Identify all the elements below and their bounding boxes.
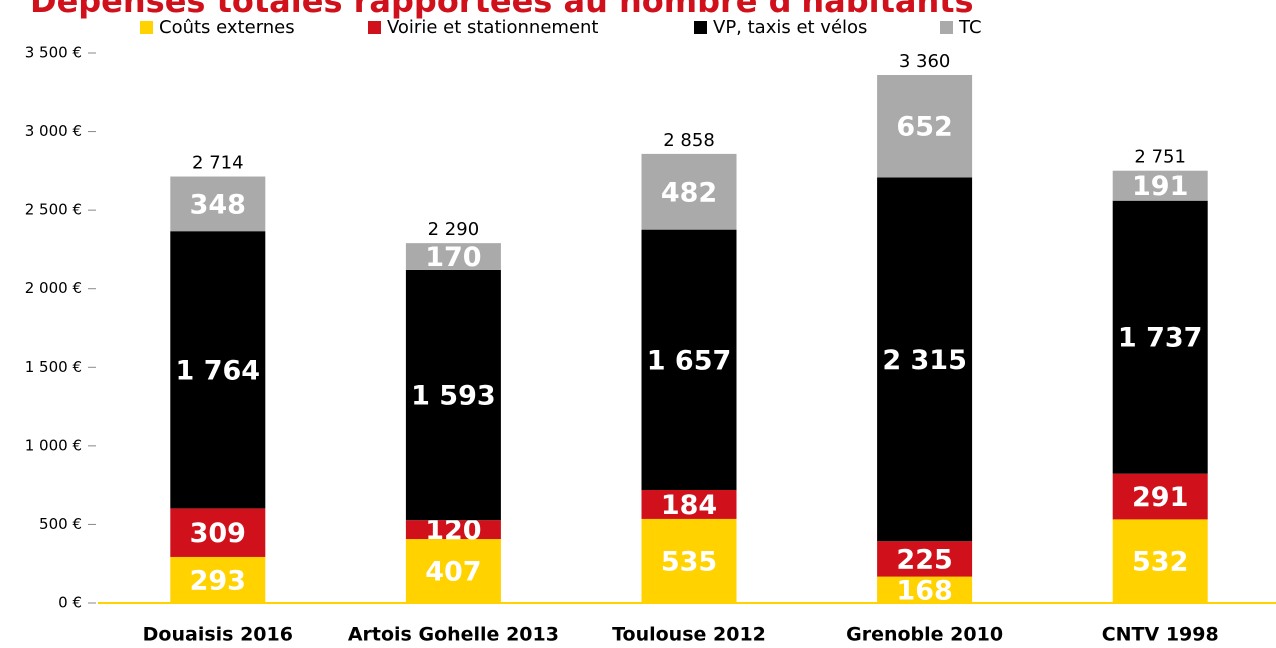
- bar-segment: [877, 541, 973, 577]
- legend-swatch: [368, 21, 381, 34]
- total-label: 2 858: [663, 130, 715, 151]
- value-label: 532: [1132, 547, 1188, 578]
- value-label: 2 315: [882, 345, 967, 376]
- y-tick-label: 3 500 €: [25, 44, 82, 62]
- chart-title: Dépenses totales rapportées au nombre d'…: [30, 0, 974, 20]
- value-label: 1 657: [647, 345, 732, 376]
- bar-segment: [170, 176, 266, 232]
- bar-segment: [641, 490, 737, 519]
- y-tick-label: 2 000 €: [25, 279, 82, 297]
- value-label: 482: [661, 177, 717, 208]
- bar-segment: [1112, 473, 1208, 520]
- y-tick-label: 3 000 €: [25, 122, 82, 140]
- bar-segment: [1112, 200, 1208, 474]
- total-label: 3 360: [899, 51, 951, 72]
- value-label: 652: [896, 112, 952, 143]
- value-label: 191: [1132, 171, 1188, 202]
- x-tick-label: Douaisis 2016: [143, 624, 293, 646]
- bar-segment: [405, 269, 501, 521]
- bar-segment: [877, 576, 973, 603]
- bar-segment: [877, 75, 973, 178]
- value-label: 1 593: [411, 381, 496, 412]
- legend-swatch: [940, 21, 953, 34]
- value-label: 348: [190, 189, 246, 220]
- value-label: 225: [896, 544, 952, 575]
- y-tick-label: 1 500 €: [25, 358, 82, 376]
- legend-label: Coûts externes: [159, 17, 295, 38]
- total-label: 2 290: [428, 219, 480, 240]
- y-tick-label: 0 €: [58, 594, 82, 612]
- legend-swatch: [694, 21, 707, 34]
- value-label: 120: [425, 515, 481, 546]
- value-label: 170: [425, 242, 481, 273]
- value-label: 168: [896, 575, 952, 606]
- bar-segment: [405, 539, 501, 603]
- value-label: 1 737: [1118, 323, 1203, 354]
- value-label: 293: [190, 565, 246, 596]
- legend-label: Voirie et stationnement: [387, 17, 598, 38]
- bar-segment: [641, 518, 737, 603]
- bar-segment: [1112, 519, 1208, 603]
- bar-segment: [405, 243, 501, 270]
- value-label: 407: [425, 557, 481, 588]
- value-label: 184: [661, 490, 717, 521]
- y-tick-label: 1 000 €: [25, 436, 82, 454]
- value-label: 535: [661, 546, 717, 577]
- y-tick-label: 2 500 €: [25, 201, 82, 219]
- bar-segment: [641, 153, 737, 230]
- value-label: 309: [190, 518, 246, 549]
- total-label: 2 714: [192, 153, 244, 174]
- bar-segment: [170, 508, 266, 557]
- bar-segment: [170, 231, 266, 509]
- x-tick-label: Grenoble 2010: [846, 624, 1003, 646]
- bar-segment: [641, 229, 737, 491]
- value-label: 291: [1132, 482, 1188, 513]
- legend-swatch: [140, 21, 153, 34]
- value-label: 1 764: [176, 355, 261, 386]
- bar-segment: [1112, 170, 1208, 201]
- x-tick-label: Artois Gohelle 2013: [348, 624, 559, 646]
- x-tick-label: CNTV 1998: [1102, 624, 1219, 646]
- bar-segment: [170, 556, 266, 603]
- y-tick-label: 500 €: [39, 515, 82, 533]
- bar-segment: [405, 520, 501, 540]
- legend-label: VP, taxis et vélos: [713, 17, 867, 38]
- bar-segment: [877, 177, 973, 542]
- total-label: 2 751: [1134, 147, 1186, 168]
- x-tick-label: Toulouse 2012: [612, 624, 766, 646]
- legend-label: TC: [958, 17, 982, 38]
